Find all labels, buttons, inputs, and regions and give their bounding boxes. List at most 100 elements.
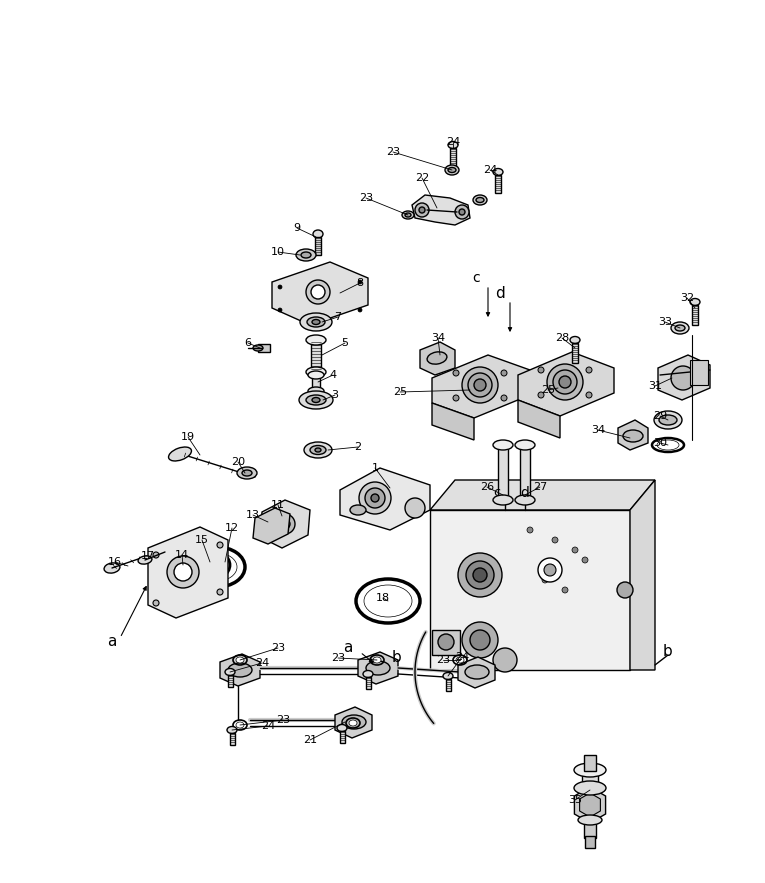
Text: 15: 15 xyxy=(195,535,209,545)
Circle shape xyxy=(278,308,282,312)
Text: 7: 7 xyxy=(334,312,341,322)
Ellipse shape xyxy=(306,395,326,405)
Polygon shape xyxy=(518,352,614,416)
Text: 34: 34 xyxy=(591,425,605,435)
Circle shape xyxy=(174,563,192,581)
Ellipse shape xyxy=(197,553,237,581)
Polygon shape xyxy=(458,657,495,688)
Text: 3: 3 xyxy=(331,390,338,400)
Ellipse shape xyxy=(350,505,366,515)
Circle shape xyxy=(459,209,465,215)
Ellipse shape xyxy=(138,556,152,564)
Circle shape xyxy=(553,370,577,394)
Circle shape xyxy=(538,558,562,582)
Text: 23: 23 xyxy=(271,643,285,653)
Text: 1: 1 xyxy=(372,463,379,473)
Circle shape xyxy=(405,498,425,518)
Text: d: d xyxy=(520,486,529,500)
Ellipse shape xyxy=(363,670,373,677)
Bar xyxy=(692,305,698,325)
Circle shape xyxy=(544,564,556,576)
Circle shape xyxy=(275,514,295,534)
Text: 35: 35 xyxy=(568,795,582,805)
Text: 24: 24 xyxy=(455,652,469,662)
Circle shape xyxy=(473,568,487,582)
Circle shape xyxy=(217,542,223,548)
Ellipse shape xyxy=(373,657,381,663)
Text: 22: 22 xyxy=(415,173,429,183)
Text: 33: 33 xyxy=(658,317,672,327)
Ellipse shape xyxy=(493,495,513,505)
Ellipse shape xyxy=(312,397,320,403)
Circle shape xyxy=(415,203,429,217)
Text: 32: 32 xyxy=(680,293,694,303)
Text: d: d xyxy=(495,286,505,301)
Bar xyxy=(495,175,501,193)
Ellipse shape xyxy=(570,336,580,343)
Bar xyxy=(228,675,233,687)
Text: 28: 28 xyxy=(555,333,569,343)
Ellipse shape xyxy=(308,387,324,395)
Ellipse shape xyxy=(515,440,535,450)
Ellipse shape xyxy=(476,198,484,202)
Ellipse shape xyxy=(225,668,235,675)
Text: 13: 13 xyxy=(246,510,260,520)
Ellipse shape xyxy=(465,665,489,679)
Text: 8: 8 xyxy=(356,278,363,288)
Ellipse shape xyxy=(364,585,412,617)
Circle shape xyxy=(470,630,490,650)
Ellipse shape xyxy=(456,657,464,663)
Bar xyxy=(230,733,235,745)
Text: a: a xyxy=(343,639,353,654)
Circle shape xyxy=(217,589,223,595)
Polygon shape xyxy=(580,793,601,817)
Circle shape xyxy=(493,648,517,672)
Circle shape xyxy=(419,207,425,213)
Text: 23: 23 xyxy=(386,147,400,157)
Text: 5: 5 xyxy=(341,338,349,348)
Text: a: a xyxy=(107,635,117,650)
Text: 17: 17 xyxy=(141,551,155,561)
Circle shape xyxy=(358,308,362,312)
Polygon shape xyxy=(253,508,290,544)
Circle shape xyxy=(280,519,290,529)
Ellipse shape xyxy=(104,562,120,573)
Bar xyxy=(498,445,508,500)
Text: 9: 9 xyxy=(294,223,301,233)
Ellipse shape xyxy=(671,322,689,334)
Ellipse shape xyxy=(342,715,366,729)
Circle shape xyxy=(438,634,454,650)
Circle shape xyxy=(527,527,533,533)
Ellipse shape xyxy=(337,724,347,731)
Bar xyxy=(446,679,451,691)
Ellipse shape xyxy=(242,470,252,476)
Ellipse shape xyxy=(228,663,252,677)
Ellipse shape xyxy=(574,781,606,795)
Text: 11: 11 xyxy=(271,500,285,510)
Ellipse shape xyxy=(443,673,453,680)
Text: 10: 10 xyxy=(271,247,285,257)
Circle shape xyxy=(559,376,571,388)
Ellipse shape xyxy=(657,440,679,450)
Bar xyxy=(582,770,598,788)
Text: 23: 23 xyxy=(359,193,373,203)
Ellipse shape xyxy=(623,430,643,442)
Ellipse shape xyxy=(307,317,325,327)
Ellipse shape xyxy=(448,168,456,172)
Text: 21: 21 xyxy=(303,735,317,745)
Text: 12: 12 xyxy=(225,523,239,533)
Circle shape xyxy=(466,561,494,589)
Ellipse shape xyxy=(304,442,332,458)
Ellipse shape xyxy=(445,165,459,175)
Ellipse shape xyxy=(654,411,682,429)
Polygon shape xyxy=(430,510,630,670)
Ellipse shape xyxy=(227,727,237,734)
Circle shape xyxy=(455,205,469,219)
Text: 24: 24 xyxy=(255,658,269,668)
Polygon shape xyxy=(148,527,228,618)
Ellipse shape xyxy=(306,335,326,345)
Ellipse shape xyxy=(675,325,685,331)
Ellipse shape xyxy=(237,467,257,479)
Text: 23: 23 xyxy=(331,653,345,663)
Bar xyxy=(584,820,596,838)
